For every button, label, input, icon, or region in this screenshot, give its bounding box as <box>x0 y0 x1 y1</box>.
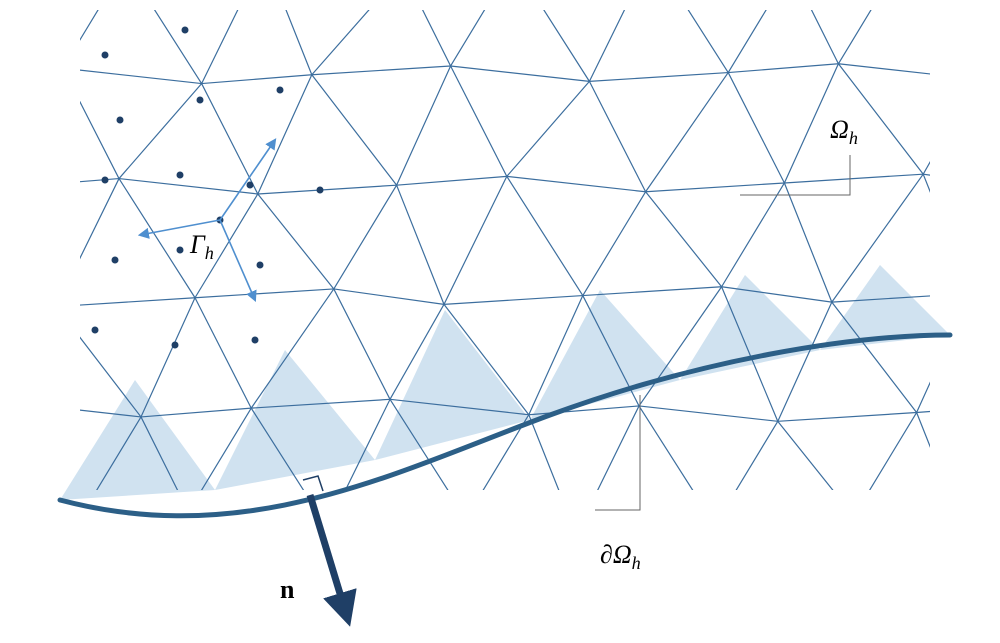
fem-mesh-diagram: Ωh ∂Ωh Γh n <box>0 0 1000 643</box>
diagram-svg <box>0 0 1000 643</box>
label-normal-n: n <box>280 575 294 605</box>
right-angle-mark <box>303 476 323 491</box>
normal-vector <box>310 495 345 610</box>
label-d-omega-h: ∂Ωh <box>600 540 641 574</box>
leader-d-omega <box>595 395 640 510</box>
label-gamma-h: Γh <box>190 230 214 264</box>
label-omega-h: Ωh <box>830 115 858 149</box>
